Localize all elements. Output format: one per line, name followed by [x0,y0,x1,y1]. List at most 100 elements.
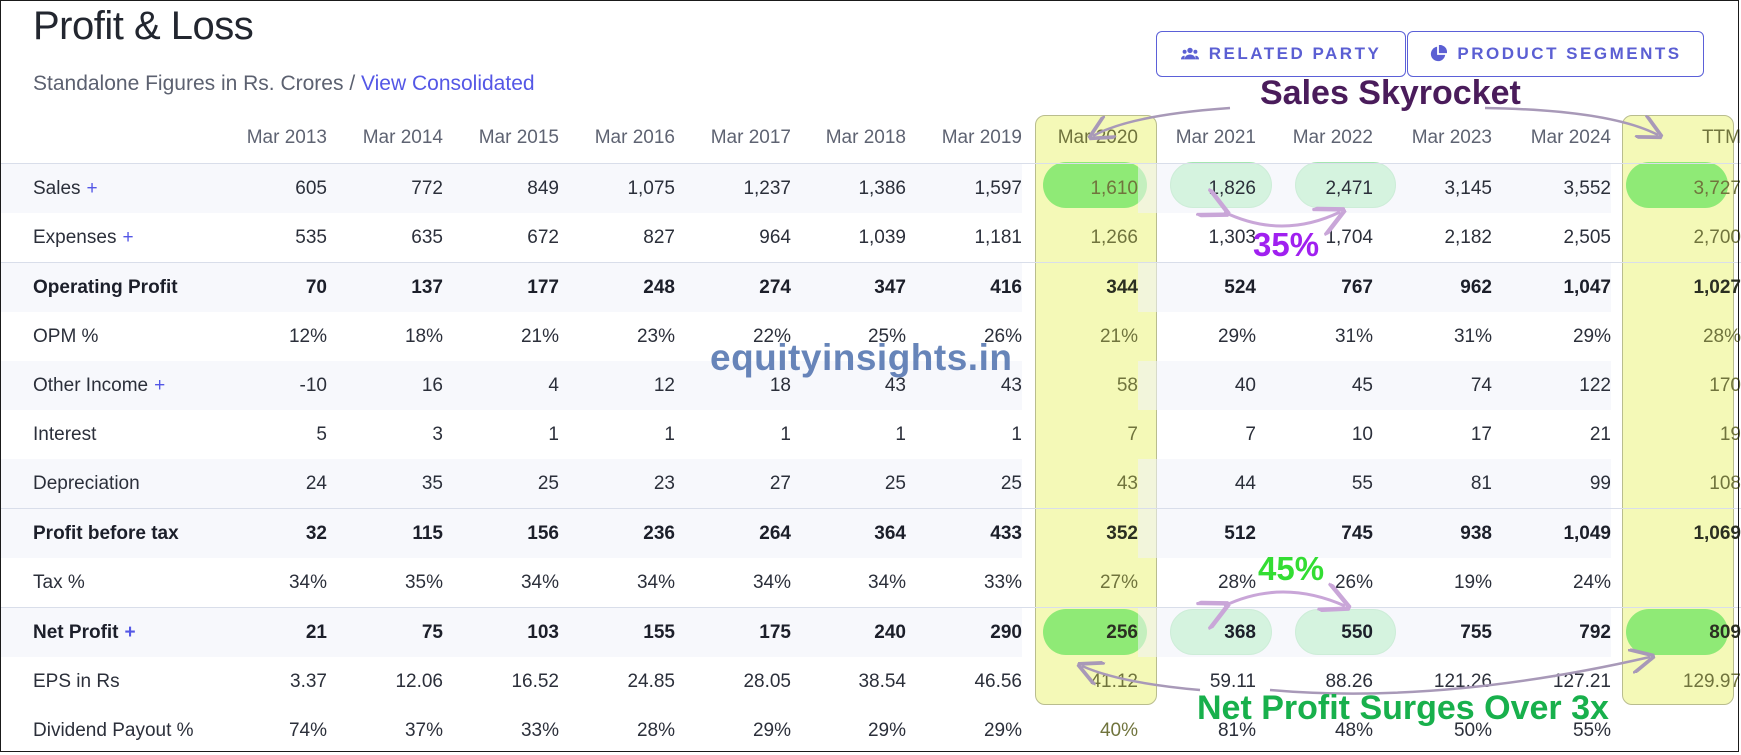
cell-value: 512 [1138,509,1256,559]
cell-value: 248 [559,263,675,313]
cell-value: 28% [559,706,675,755]
cell-value: 1,075 [559,164,675,214]
cell-value: 115 [327,509,443,559]
cell-value: 75 [327,608,443,658]
column-header: TTM [1611,113,1741,164]
expand-plus-icon[interactable]: + [122,227,133,248]
cell-value: 122 [1492,361,1611,410]
related-party-button[interactable]: RELATED PARTY [1156,31,1406,77]
cell-value: 1 [443,410,559,459]
cell-value: 368 [1138,608,1256,658]
cell-value: 29% [791,706,906,755]
cell-value: 37% [327,706,443,755]
cell-value: 290 [906,608,1022,658]
column-header: Mar 2017 [675,113,791,164]
cell-value: 24% [1492,558,1611,608]
row-label: Profit before tax [0,509,211,559]
expand-plus-icon[interactable]: + [87,178,98,199]
cell-value: 1,826 [1138,164,1256,214]
row-label: Depreciation [0,459,211,509]
cell-value: 29% [675,706,791,755]
cell-value: 55 [1256,459,1373,509]
cell-value: 28% [1611,312,1741,361]
cell-value: 16 [327,361,443,410]
cell-value: 1,597 [906,164,1022,214]
cell-value: 33% [443,706,559,755]
cell-value: 27% [1022,558,1138,608]
cell-value: 416 [906,263,1022,313]
cell-value: 103 [443,608,559,658]
cell-value: -10 [211,361,327,410]
cell-value: 29% [906,706,1022,755]
cell-value: 35% [327,558,443,608]
cell-value: 3,727 [1611,164,1741,214]
row-label: Dividend Payout % [0,706,211,755]
cell-value: 10 [1256,410,1373,459]
cell-value: 33% [906,558,1022,608]
profit-growth-note: 45% [1258,550,1324,588]
cell-value: 2,700 [1611,213,1741,263]
cell-value: 70 [211,263,327,313]
column-header: Mar 2023 [1373,113,1492,164]
row-label[interactable]: Expenses+ [0,213,211,263]
cell-value: 236 [559,509,675,559]
cell-value: 38.54 [791,657,906,706]
cell-value: 129.97 [1611,657,1741,706]
cell-value: 29% [1492,312,1611,361]
product-segments-label: PRODUCT SEGMENTS [1457,44,1681,64]
cell-value: 1,181 [906,213,1022,263]
row-label[interactable]: Sales + [0,164,211,214]
row-label: Tax % [0,558,211,608]
row-label-text: Profit before tax [33,523,179,544]
column-header: Mar 2018 [791,113,906,164]
related-party-label: RELATED PARTY [1209,44,1382,64]
cell-value: 4 [443,361,559,410]
row-label[interactable]: Other Income+ [0,361,211,410]
view-consolidated-link[interactable]: View Consolidated [361,72,535,95]
column-header: Mar 2020 [1022,113,1138,164]
cell-value: 17 [1373,410,1492,459]
cell-value: 1,069 [1611,509,1741,559]
row-label-text: Sales [33,178,81,199]
cell-value: 962 [1373,263,1492,313]
cell-value: 16.52 [443,657,559,706]
row-label-text: Interest [33,424,96,445]
cell-value: 1,303 [1138,213,1256,263]
cell-value: 1 [791,410,906,459]
cell-value: 433 [906,509,1022,559]
cell-value: 58 [1022,361,1138,410]
cell-value: 24 [211,459,327,509]
expand-plus-icon[interactable]: + [125,622,136,643]
row-label-text: EPS in Rs [33,671,120,692]
subtitle-text: Standalone Figures in Rs. Crores / [33,72,355,95]
cell-value: 2,182 [1373,213,1492,263]
cell-value: 28% [1138,558,1256,608]
cell-value: 672 [443,213,559,263]
cell-value: 27 [675,459,791,509]
column-header: Mar 2014 [327,113,443,164]
cell-value: 1,266 [1022,213,1138,263]
cell-value: 3,552 [1492,164,1611,214]
cell-value: 35 [327,459,443,509]
cell-value: 240 [791,608,906,658]
cell-value: 74 [1373,361,1492,410]
cell-value: 31% [1373,312,1492,361]
product-segments-button[interactable]: PRODUCT SEGMENTS [1407,31,1704,77]
cell-value: 1 [906,410,1022,459]
cell-value [1611,558,1741,608]
cell-value: 40 [1138,361,1256,410]
row-label[interactable]: Net Profit+ [0,608,211,658]
row-label: Interest [0,410,211,459]
expand-plus-icon[interactable]: + [154,375,165,396]
cell-value: 41.12 [1022,657,1138,706]
cell-value: 40% [1022,706,1138,755]
cell-value: 156 [443,509,559,559]
cell-value: 2,471 [1256,164,1373,214]
cell-value: 550 [1256,608,1373,658]
cell-value: 28.05 [675,657,791,706]
cell-value: 1,047 [1492,263,1611,313]
